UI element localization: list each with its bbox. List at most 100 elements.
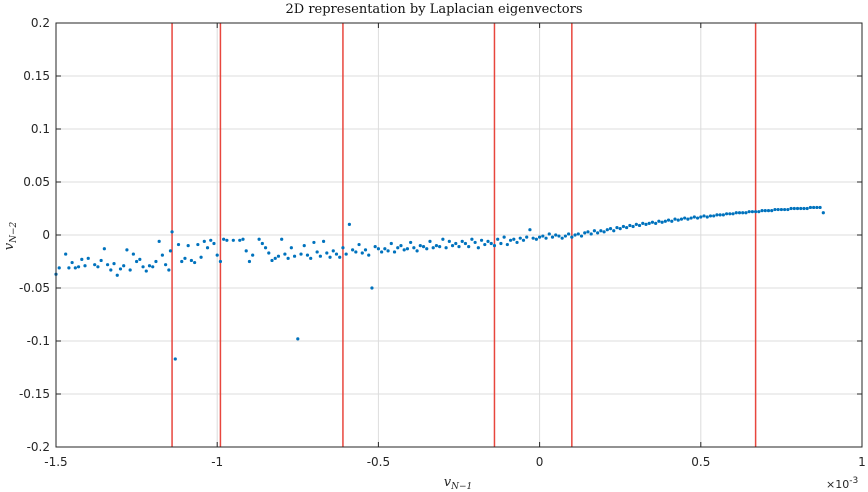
data-point: [338, 255, 342, 259]
data-point: [747, 210, 751, 214]
data-point: [489, 241, 493, 246]
y-tick-label: 0.15: [23, 69, 50, 83]
data-point: [815, 205, 819, 210]
data-point: [360, 251, 364, 255]
data-point: [296, 337, 300, 341]
data-point: [579, 234, 584, 238]
data-point: [557, 234, 561, 238]
x-axis-label: vN−1: [444, 475, 473, 492]
data-point: [257, 237, 261, 241]
y-tick-label: -0.15: [19, 387, 50, 401]
data-point: [180, 259, 184, 264]
x-axis-label-sub: N−1: [450, 482, 472, 492]
data-point: [673, 217, 677, 221]
data-point: [173, 357, 177, 361]
data-point: [799, 206, 803, 211]
data-point: [479, 238, 484, 242]
data-point: [625, 225, 629, 230]
data-point: [689, 216, 693, 220]
data-point: [196, 242, 200, 247]
data-point: [570, 235, 574, 239]
y-tick-label: 0.1: [31, 122, 50, 136]
data-point: [370, 286, 374, 290]
data-point: [650, 220, 655, 224]
data-point: [444, 246, 448, 250]
data-point: [157, 239, 161, 243]
data-point: [666, 218, 671, 222]
data-point: [544, 236, 548, 240]
data-point: [641, 221, 645, 225]
data-point: [115, 273, 119, 277]
data-point: [534, 237, 538, 241]
data-point: [538, 235, 542, 239]
data-point: [496, 237, 500, 241]
data-point: [599, 229, 603, 233]
data-point: [202, 239, 206, 243]
data-point: [402, 248, 406, 252]
data-point: [773, 207, 777, 212]
data-point: [589, 232, 593, 236]
data-point: [486, 239, 490, 243]
data-point: [515, 240, 519, 245]
data-point: [766, 209, 771, 213]
data-point: [244, 249, 248, 253]
data-point: [86, 256, 90, 260]
data-point: [492, 244, 497, 248]
data-point: [168, 249, 173, 253]
data-point: [702, 214, 706, 218]
data-point: [605, 228, 609, 232]
data-point: [286, 256, 290, 260]
data-point: [441, 237, 445, 241]
data-point: [105, 263, 110, 267]
y-tick-label: 0.2: [31, 16, 50, 30]
data-point: [276, 254, 281, 258]
data-point: [170, 230, 174, 234]
data-point: [99, 258, 103, 263]
data-point: [757, 210, 761, 214]
data-point: [596, 231, 600, 235]
data-point: [273, 256, 277, 260]
data-point: [573, 233, 577, 237]
data-point: [660, 220, 664, 224]
data-point: [618, 227, 622, 231]
data-point: [392, 250, 397, 254]
data-point: [93, 263, 97, 267]
data-point: [367, 253, 371, 257]
data-point: [215, 253, 219, 257]
data-point: [615, 225, 619, 230]
data-point: [231, 238, 235, 242]
data-point: [160, 253, 164, 257]
data-point: [309, 256, 313, 260]
data-point: [183, 256, 187, 260]
data-point: [463, 241, 468, 246]
data-point: [396, 246, 400, 250]
data-point: [76, 265, 81, 269]
data-point: [112, 262, 116, 266]
data-point: [525, 235, 529, 239]
data-point: [64, 252, 68, 256]
data-point: [289, 246, 293, 250]
x-axis-label-base: v: [444, 475, 452, 490]
data-point: [83, 264, 87, 268]
data-point: [154, 259, 158, 264]
data-point: [302, 244, 306, 248]
data-point: [270, 258, 274, 263]
data-point: [776, 207, 780, 212]
data-point: [135, 259, 139, 264]
data-point: [637, 223, 642, 228]
data-point: [754, 210, 758, 214]
data-point: [431, 246, 435, 250]
data-point: [502, 235, 506, 239]
data-point: [131, 252, 135, 256]
data-point: [428, 239, 432, 243]
data-point: [125, 248, 129, 252]
data-point: [267, 251, 271, 255]
data-point: [325, 251, 329, 255]
data-point: [421, 245, 426, 249]
data-point: [128, 268, 132, 272]
data-point: [695, 216, 700, 220]
data-point: [467, 245, 471, 249]
data-point: [57, 266, 61, 270]
data-point: [508, 238, 513, 242]
data-point: [628, 223, 632, 228]
